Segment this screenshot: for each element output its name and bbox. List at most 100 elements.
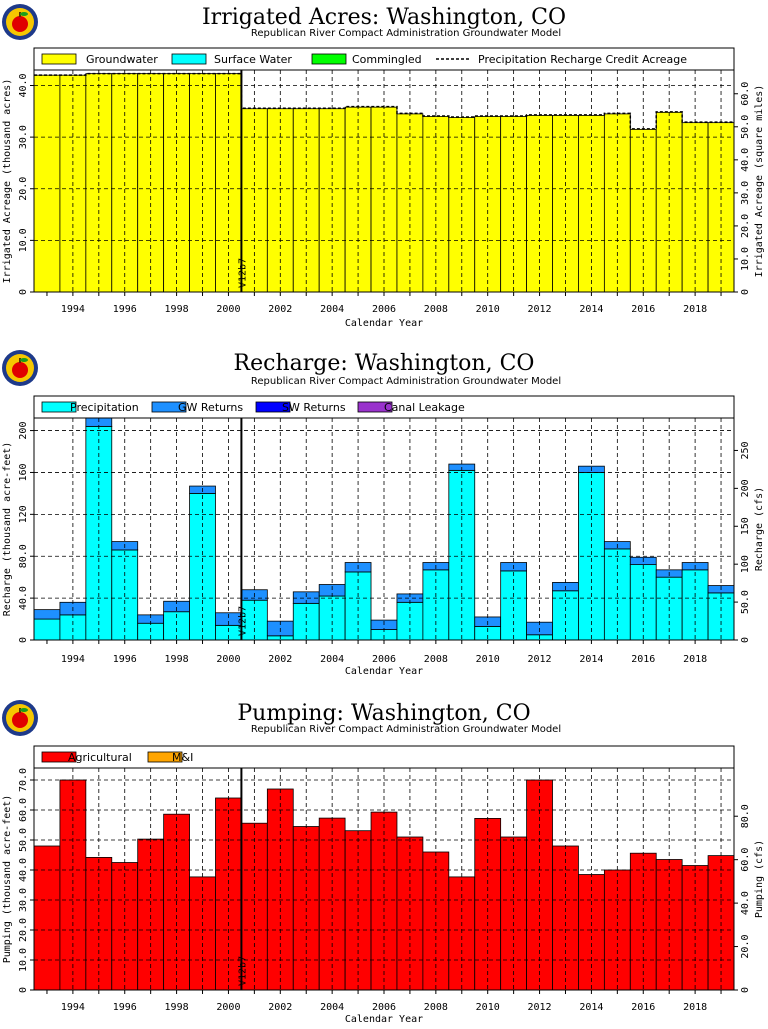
y-tick-label: 50.0 [18,828,29,852]
x-axis-label: Calendar Year [345,1014,423,1024]
x-tick-label: 2012 [528,654,552,665]
y2-tick-label: 150 [740,517,751,535]
bar [241,599,268,641]
y2-tick-label: 50.0 [740,115,751,139]
bar [422,851,450,991]
y-tick-label: 60.0 [18,798,29,822]
apple-icon [12,362,28,378]
x-tick-label: 2000 [216,654,240,665]
chart-title: Irrigated Acres: Washington, CO [202,5,566,30]
x-axis-label: Calendar Year [345,318,423,329]
x-tick-label: 1994 [61,1002,85,1013]
x-tick-label: 2016 [631,1002,655,1013]
y2-tick-label: 40.0 [740,891,751,915]
bar [655,111,683,293]
y-tick-label: 80.0 [18,544,29,568]
legend-swatch [41,751,77,763]
x-tick-label: 2008 [424,304,448,315]
y2-axis-label: Pumping (cfs) [754,840,765,918]
apple-leaf-icon [20,708,28,712]
apple-leaf-icon [20,12,28,16]
x-tick-label: 2014 [579,304,603,315]
bar [137,838,165,991]
x-tick-label: 2002 [268,1002,292,1013]
bar [33,609,61,620]
y-tick-label: 200 [18,422,29,440]
x-tick-label: 2006 [372,304,396,315]
x-tick-label: 2010 [476,304,500,315]
x-tick-label: 2016 [631,304,655,315]
y-axis-label: Recharge (thousand acre-feet) [2,442,13,617]
y2-tick-label: 250 [740,441,751,459]
legend-label: GW Returns [178,401,243,414]
y-tick-label: 0 [18,987,29,993]
x-tick-label: 2010 [476,1002,500,1013]
y-tick-label: 160 [18,463,29,481]
legend-swatch [147,751,183,763]
y2-tick-label: 0 [740,987,751,993]
y2-tick-label: 0 [740,637,751,643]
y2-tick-label: 0 [740,289,751,295]
chart-panel-1: Irrigated Acres: Washington, CORepublica… [2,4,765,329]
x-tick-label: 1994 [61,654,85,665]
apple-stem-icon [19,12,21,17]
x-tick-label: 2006 [372,1002,396,1013]
x-axis-label: Calendar Year [345,666,423,677]
x-tick-label: 2002 [268,304,292,315]
x-tick-label: 1998 [165,654,189,665]
apple-icon [12,712,28,728]
x-tick-label: 1998 [165,1002,189,1013]
x-tick-label: 2018 [683,304,707,315]
legend-swatch [41,53,77,65]
legend-swatch [311,53,347,65]
y-tick-label: 40.0 [18,73,29,97]
y-tick-label: 120 [18,505,29,523]
bar [33,74,61,293]
y2-tick-label: 20.0 [740,214,751,238]
y-tick-label: 0 [18,289,29,295]
y-axis-label: Irrigated Acreage (thousand acres) [2,79,13,284]
y-tick-label: 40.0 [18,586,29,610]
x-tick-label: 2006 [372,654,396,665]
legend-label: Commingled [352,53,422,66]
legend-label: Groundwater [86,53,158,66]
x-tick-label: 2018 [683,1002,707,1013]
legend-label: Surface Water [214,53,292,66]
x-tick-label: 1996 [113,1002,137,1013]
model-version-label: V12b7 [237,956,248,986]
y2-tick-label: 100 [740,555,751,573]
apple-stem-icon [19,358,21,363]
y-tick-label: 0 [18,637,29,643]
y-tick-label: 10.0 [18,948,29,972]
x-tick-label: 2008 [424,654,448,665]
x-tick-label: 2000 [216,304,240,315]
y2-tick-label: 40.0 [740,148,751,172]
y2-tick-label: 200 [740,479,751,497]
y2-axis-label: Recharge (cfs) [754,487,765,571]
legend-label: SW Returns [282,401,346,414]
y2-tick-label: 20.0 [740,935,751,959]
legend-swatch [255,401,291,413]
x-tick-label: 2012 [528,304,552,315]
series-line [34,72,734,130]
x-tick-label: 2018 [683,654,707,665]
bar [33,618,61,641]
model-version-label: V12b7 [237,258,248,288]
legend-swatch [41,401,77,413]
bar [33,845,61,991]
y-axis-label: Pumping (thousand acre-feet) [2,795,13,964]
x-tick-label: 2010 [476,654,500,665]
x-tick-label: 1998 [165,304,189,315]
y-tick-label: 20.0 [18,177,29,201]
x-tick-label: 1996 [113,304,137,315]
x-tick-label: 2004 [320,654,344,665]
bar [59,779,87,991]
chart-subtitle: Republican River Compact Administration … [251,28,561,39]
legend-swatch [151,401,187,413]
y-tick-label: 40.0 [18,858,29,882]
legend-label: Precipitation Recharge Credit Acreage [478,53,687,66]
y2-tick-label: 80.0 [740,804,751,828]
x-tick-label: 1994 [61,304,85,315]
